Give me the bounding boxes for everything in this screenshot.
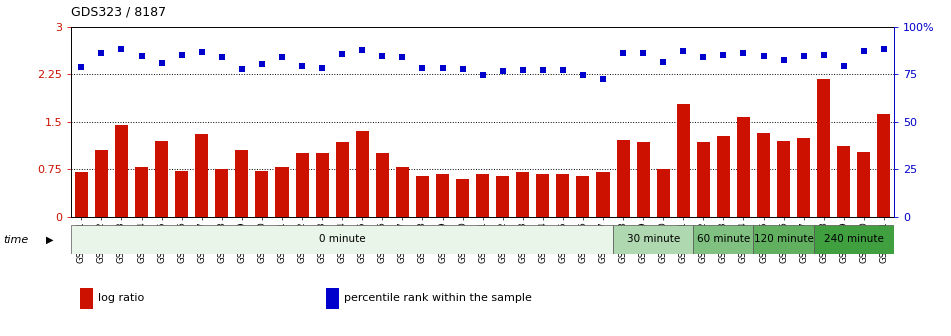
Bar — [75, 172, 87, 217]
Bar — [326, 288, 340, 309]
Text: percentile rank within the sample: percentile rank within the sample — [344, 293, 533, 303]
Bar — [753, 225, 814, 254]
Point — [134, 54, 149, 59]
Point — [435, 65, 450, 70]
Bar — [616, 139, 630, 217]
Bar — [613, 225, 693, 254]
Point — [475, 73, 490, 78]
Bar — [416, 176, 429, 217]
Bar — [95, 150, 108, 217]
Bar — [536, 174, 550, 217]
Bar — [576, 176, 590, 217]
Bar — [356, 131, 369, 217]
Bar — [376, 154, 389, 217]
Point — [94, 51, 109, 56]
Bar — [516, 172, 530, 217]
Point — [615, 50, 631, 55]
Bar — [155, 141, 168, 217]
Point — [174, 53, 189, 58]
Bar — [857, 152, 870, 217]
Bar — [496, 176, 509, 217]
Bar — [256, 171, 268, 217]
Point — [315, 65, 330, 70]
Point — [796, 54, 811, 59]
Bar — [336, 142, 349, 217]
Bar — [596, 172, 610, 217]
Text: 240 minute: 240 minute — [824, 235, 883, 244]
Bar — [195, 134, 208, 217]
Bar — [657, 169, 670, 217]
Bar — [814, 225, 894, 254]
Bar — [636, 142, 650, 217]
Point — [495, 69, 511, 74]
Bar — [115, 125, 128, 217]
Bar — [697, 142, 709, 217]
Point — [595, 76, 611, 82]
Bar — [456, 179, 469, 217]
Point — [194, 49, 209, 54]
Point — [756, 54, 771, 59]
Point — [696, 54, 711, 60]
Bar — [556, 174, 570, 217]
Text: 0 minute: 0 minute — [319, 235, 365, 244]
Point — [876, 46, 891, 51]
Text: log ratio: log ratio — [98, 293, 144, 303]
Bar — [677, 104, 689, 217]
Bar — [757, 133, 770, 217]
Bar — [737, 117, 750, 217]
Point — [555, 67, 571, 72]
Bar — [135, 167, 148, 217]
Point — [214, 54, 229, 60]
Point — [355, 47, 370, 52]
Point — [816, 53, 831, 58]
Bar — [817, 79, 830, 217]
Point — [395, 54, 410, 60]
Point — [74, 64, 89, 70]
Point — [655, 59, 670, 65]
Point — [776, 57, 791, 63]
Point — [154, 60, 169, 66]
Text: 120 minute: 120 minute — [753, 235, 813, 244]
Bar — [837, 146, 850, 217]
Bar — [693, 225, 753, 254]
Bar — [296, 154, 308, 217]
Point — [114, 46, 129, 51]
Point — [234, 66, 249, 71]
Point — [736, 50, 751, 55]
Point — [295, 63, 310, 69]
Bar — [80, 288, 92, 309]
Text: 30 minute: 30 minute — [627, 235, 680, 244]
Point — [535, 67, 551, 72]
Point — [515, 67, 531, 72]
Text: GDS323 / 8187: GDS323 / 8187 — [71, 5, 166, 18]
Point — [716, 53, 731, 58]
Point — [856, 48, 871, 53]
Bar — [436, 174, 449, 217]
Bar — [175, 171, 188, 217]
Text: ▶: ▶ — [46, 235, 53, 245]
Bar — [797, 138, 810, 217]
Text: 60 minute: 60 minute — [697, 235, 750, 244]
Bar — [396, 167, 409, 217]
Point — [375, 54, 390, 59]
Bar — [71, 225, 613, 254]
Text: time: time — [3, 235, 29, 245]
Bar — [215, 169, 228, 217]
Point — [455, 66, 470, 71]
Bar — [777, 141, 790, 217]
Bar — [878, 114, 890, 217]
Bar — [717, 136, 730, 217]
Bar — [276, 167, 288, 217]
Point — [415, 65, 430, 70]
Bar — [476, 174, 489, 217]
Point — [275, 54, 290, 60]
Point — [635, 50, 650, 55]
Point — [675, 48, 690, 53]
Point — [254, 61, 269, 67]
Point — [836, 63, 851, 69]
Bar — [316, 154, 329, 217]
Point — [575, 73, 591, 78]
Bar — [235, 150, 248, 217]
Point — [335, 52, 350, 57]
